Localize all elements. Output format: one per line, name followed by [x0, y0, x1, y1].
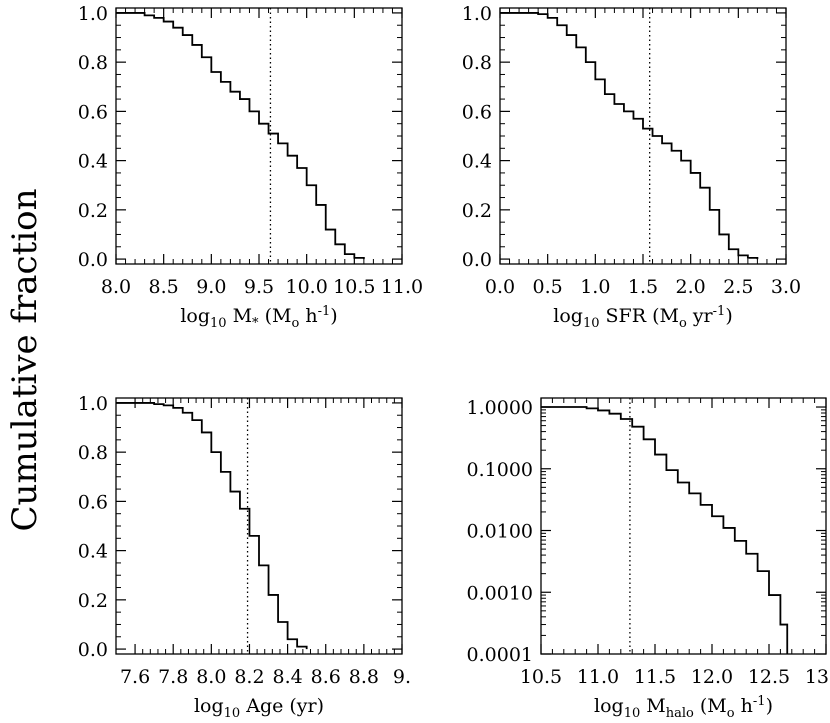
cumulative-step-line — [500, 12, 759, 260]
x-tick-label: 1.0 — [580, 276, 610, 298]
plot-frame — [499, 7, 787, 265]
x-tick-label: 11.5 — [634, 666, 676, 688]
y-tick-label: 0.1000 — [467, 459, 533, 481]
x-axis-label: log10 Mhalo (Mo h-1) — [594, 694, 773, 721]
y-tick-label: 0.4 — [78, 151, 108, 173]
x-tick-label: 0.5 — [533, 276, 563, 298]
y-tick-label: 0.4 — [462, 151, 492, 173]
y-tick-label: 0.6 — [78, 101, 108, 123]
x-tick-label: 8.0 — [101, 276, 131, 298]
x-tick-label: 1.5 — [628, 276, 658, 298]
y-tick-label: 0.8 — [462, 52, 492, 74]
y-tick-label: 0.2 — [78, 200, 108, 222]
y-tick-label: 0.0 — [462, 249, 492, 271]
panel-age: 7.6 7.8 8.0 8.2 8.4 8.6 8.8 9. 0.0 0.2 0.4 0.6 0.8 1.… — [78, 393, 411, 721]
x-tick-label: 11.0 — [577, 666, 619, 688]
plot-frame — [115, 7, 403, 265]
x-tick-label: 8.5 — [149, 276, 179, 298]
x-tick-label: 10.0 — [286, 276, 328, 298]
x-tick-label: 13.0 — [805, 666, 830, 688]
x-tick-label: 2.5 — [723, 276, 753, 298]
x-tick-label: 8.8 — [349, 666, 379, 688]
cumulative-step-line — [541, 406, 789, 654]
y-tick-label: 0.8 — [78, 442, 108, 464]
y-tick-label: 0.0 — [78, 639, 108, 661]
x-axis-label: log10 SFR (Mo yr-1) — [553, 304, 732, 331]
y-tick-label: 0.2 — [462, 200, 492, 222]
x-tick-label: 7.6 — [120, 666, 150, 688]
y-tick-label: 0.2 — [78, 590, 108, 612]
x-tick-label: 12.0 — [691, 666, 733, 688]
cumulative-step-line — [116, 12, 365, 260]
y-tick-label: 0.6 — [78, 491, 108, 513]
panel-sfr: 0.0 0.5 1.0 1.5 2.0 2.5 3.0 0.0 0.2 0.4 0.6 0.8 1.0 l… — [462, 3, 801, 331]
x-tick-label: 7.8 — [158, 666, 188, 688]
x-tick-label: 0.0 — [485, 276, 515, 298]
y-tick-label: 0.0100 — [467, 521, 533, 543]
x-tick-label: 11.0 — [381, 276, 423, 298]
x-tick-label: 2.0 — [676, 276, 706, 298]
x-tick-label: 12.5 — [748, 666, 790, 688]
y-tick-label: 0.0001 — [467, 644, 533, 666]
x-tick-label: 9.0 — [196, 276, 226, 298]
y-tick-label: 0.8 — [78, 52, 108, 74]
y-tick-label: 1.0 — [462, 3, 492, 25]
x-axis-label: log10 M* (Mo h-1) — [180, 304, 337, 331]
x-axis-label: log10 Age (yr) — [194, 695, 324, 721]
y-tick-label: 1.0 — [78, 3, 108, 25]
cumulative-step-line — [116, 402, 308, 650]
y-axis-label: Cumulative fraction — [5, 189, 45, 532]
y-tick-label: 1.0000 — [467, 397, 533, 419]
x-tick-label: 8.0 — [196, 666, 226, 688]
y-tick-label: 0.4 — [78, 541, 108, 563]
x-tick-label: 8.6 — [311, 666, 341, 688]
x-tick-label: 8.2 — [234, 666, 264, 688]
x-tick-label: 9. — [393, 666, 411, 688]
x-tick-label: 10.5 — [520, 666, 562, 688]
panel-halo-mass: 10.5 11.0 11.5 12.0 12.5 13.0 0.0001 0.0010 0.01… — [467, 397, 830, 721]
y-tick-label: 0.0 — [78, 249, 108, 271]
plot-frame — [540, 397, 827, 655]
plot-frame — [115, 397, 403, 655]
y-tick-label: 0.6 — [462, 101, 492, 123]
y-tick-label: 1.0 — [78, 393, 108, 415]
y-tick-label: 0.0010 — [467, 582, 533, 604]
x-tick-label: 9.5 — [244, 276, 274, 298]
x-tick-label: 3.0 — [771, 276, 801, 298]
x-tick-label: 10.5 — [333, 276, 375, 298]
panel-stellar-mass: 8.0 8.5 9.0 9.5 10.0 10.5 11.0 0.0 0.2 0.4 0.6 0.8 1… — [78, 3, 423, 331]
x-tick-label: 8.4 — [272, 666, 302, 688]
